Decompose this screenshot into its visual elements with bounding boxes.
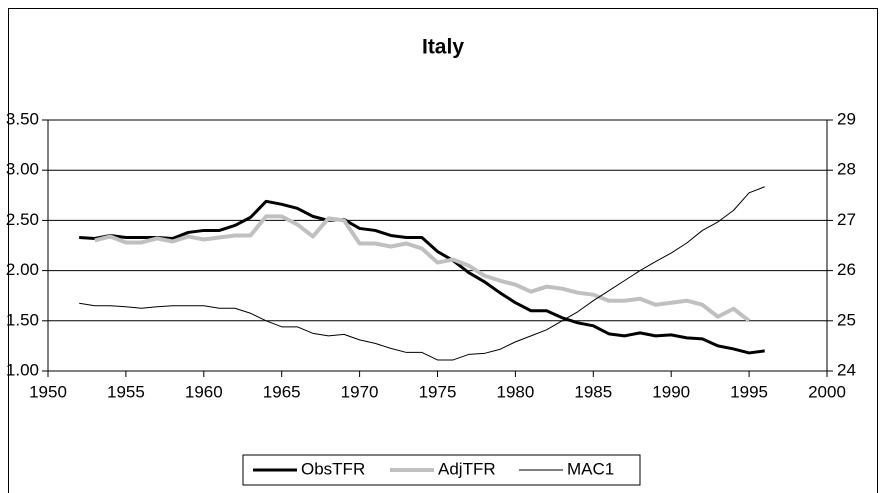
- y2-tick-label: 24: [837, 360, 856, 379]
- y2-tick-label: 29: [837, 109, 856, 128]
- x-tick-label: 1990: [652, 382, 690, 401]
- plot-area: [47, 119, 828, 372]
- x-tick-label: 1970: [341, 382, 379, 401]
- y-tick-label: 2.00: [6, 260, 39, 279]
- legend-label: MAC1: [567, 459, 614, 478]
- y-tick-label: 3.00: [6, 160, 39, 179]
- x-tick-label: 1950: [29, 382, 67, 401]
- x-tick-label: 1995: [730, 382, 768, 401]
- chart-border: [8, 8, 878, 493]
- y2-tick-label: 26: [837, 260, 856, 279]
- series-line: [79, 199, 765, 355]
- y-tick-label: 2.50: [6, 210, 39, 229]
- legend-box: [242, 454, 641, 486]
- x-tick-label: 1985: [574, 382, 612, 401]
- legend-label: ObsTFR: [301, 459, 365, 478]
- x-tick-label: 1980: [496, 382, 534, 401]
- legend-label: AdjTFR: [438, 459, 496, 478]
- y-tick-label: 1.00: [6, 360, 39, 379]
- y2-tick-label: 25: [837, 310, 856, 329]
- x-tick-label: 1975: [419, 382, 457, 401]
- x-tick-label: 1965: [263, 382, 301, 401]
- chart-title: Italy: [422, 36, 464, 59]
- x-tick-label: 1955: [107, 382, 145, 401]
- y-tick-label: 1.50: [6, 310, 39, 329]
- y2-tick-label: 28: [837, 160, 856, 179]
- series-line: [94, 214, 751, 323]
- series-line: [79, 186, 765, 361]
- x-tick-label: 1960: [185, 382, 223, 401]
- y2-tick-label: 27: [837, 210, 856, 229]
- y-tick-label: 3.50: [6, 109, 39, 128]
- x-tick-label: 2000: [808, 382, 846, 401]
